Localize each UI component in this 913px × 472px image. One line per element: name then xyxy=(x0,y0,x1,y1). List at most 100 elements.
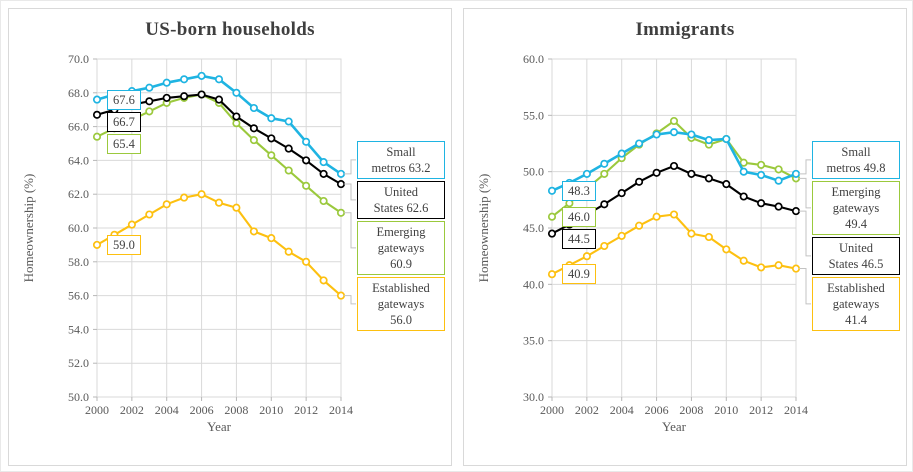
data-point-marker xyxy=(669,116,679,126)
data-point-marker xyxy=(302,156,311,165)
data-point-marker xyxy=(92,132,102,141)
data-point-marker xyxy=(739,192,748,201)
data-point-marker xyxy=(652,168,661,177)
x-tick-label: 2010 xyxy=(259,403,283,417)
gridlines xyxy=(551,58,797,398)
data-point-marker xyxy=(635,177,644,186)
data-point-marker xyxy=(774,261,783,270)
x-tick-label: 2012 xyxy=(294,403,318,417)
x-tick-label: 2002 xyxy=(575,403,599,417)
data-point-marker xyxy=(214,75,224,84)
plot-area-immigrants: 30.0 35.0 40.0 45.0 50.0 55.0 60.0 2000 2002 2004… xyxy=(523,52,811,417)
data-point-marker xyxy=(302,137,311,146)
data-point-marker xyxy=(774,176,783,185)
data-point-marker xyxy=(267,234,276,243)
data-point-marker xyxy=(302,181,311,190)
data-point-marker xyxy=(162,78,171,87)
data-point-marker xyxy=(284,166,293,175)
data-point-marker xyxy=(669,128,679,137)
data-point-marker xyxy=(547,270,557,279)
y-tick-label: 64.0 xyxy=(68,153,89,167)
tick-marks xyxy=(93,58,342,401)
data-point-marker xyxy=(774,202,783,211)
x-tick-label: 2000 xyxy=(540,403,564,417)
data-point-marker xyxy=(214,95,224,104)
data-point-marker xyxy=(652,212,661,221)
data-point-marker xyxy=(127,220,136,229)
data-point-marker xyxy=(232,203,241,212)
data-point-marker xyxy=(722,180,731,189)
chart-panel-us-born-households: US-born households Homeownership (%) 50.… xyxy=(8,8,452,466)
start-value-box-united-states: 66.7 xyxy=(107,111,141,132)
end-label-box-established-gateways: Established gateways 56.0 xyxy=(357,276,445,331)
data-point-marker xyxy=(92,240,102,249)
end-label-box-united-states: United States 46.5 xyxy=(812,236,900,275)
x-tick-label: 2008 xyxy=(224,403,248,417)
data-point-marker xyxy=(669,210,679,219)
x-tick-label: 2008 xyxy=(679,403,703,417)
data-point-marker xyxy=(652,130,661,139)
data-point-marker xyxy=(249,103,258,113)
data-point-marker xyxy=(319,169,328,178)
data-point-marker xyxy=(145,83,154,92)
data-point-marker xyxy=(739,167,748,176)
x-axis-label: Year xyxy=(662,419,686,434)
end-label-box-united-states: United States 62.6 xyxy=(357,180,445,219)
tick-labels: 50.0 52.0 54.0 56.0 58.0 60.0 62.0 64.0 66.0 68.0… xyxy=(68,52,353,417)
y-tick-label: 56.0 xyxy=(68,289,89,303)
data-point-marker xyxy=(180,92,189,101)
data-point-marker xyxy=(267,114,276,123)
x-tick-label: 2006 xyxy=(645,403,669,417)
data-point-marker xyxy=(757,160,766,169)
y-tick-label: 30.0 xyxy=(523,390,544,404)
data-point-marker xyxy=(180,193,189,202)
data-point-marker xyxy=(687,130,696,139)
end-label-box-small-metros: Small metros 63.2 xyxy=(357,140,445,179)
start-value-box-established-gateways: 59.0 xyxy=(107,234,141,256)
start-value-box-emerging-gateways: 46.0 xyxy=(562,206,596,227)
data-point-marker xyxy=(617,189,626,198)
data-point-marker xyxy=(600,169,609,178)
data-point-marker xyxy=(232,88,241,97)
y-tick-label: 60.0 xyxy=(523,52,544,66)
data-point-marker xyxy=(284,144,293,153)
data-point-marker xyxy=(617,231,626,240)
data-point-marker xyxy=(757,263,766,272)
data-point-marker xyxy=(249,124,258,133)
start-value-box-united-states: 44.5 xyxy=(562,228,596,249)
y-tick-label: 45.0 xyxy=(523,221,544,235)
data-point-marker xyxy=(547,186,557,195)
data-point-marker xyxy=(267,134,276,143)
end-label-box-emerging-gateways: Emerging gateways 49.4 xyxy=(812,180,900,235)
data-point-marker xyxy=(145,210,154,219)
x-tick-label: 2014 xyxy=(784,403,808,417)
y-tick-label: 40.0 xyxy=(523,277,544,291)
data-point-marker xyxy=(757,170,766,180)
chart-title: Immigrants xyxy=(635,19,735,40)
data-point-marker xyxy=(687,229,696,238)
y-tick-label: 50.0 xyxy=(523,165,544,179)
end-label-box-established-gateways: Established gateways 41.4 xyxy=(812,276,900,331)
data-point-marker xyxy=(635,221,644,230)
data-point-marker xyxy=(197,190,206,199)
tick-labels: 30.0 35.0 40.0 45.0 50.0 55.0 60.0 2000 2002 2004… xyxy=(523,52,808,417)
data-point-marker xyxy=(774,165,783,174)
series-labels-layer: 67.6 66.7 65.4 59.0 Small metros 63.2 United … xyxy=(9,9,451,465)
start-value-box-emerging-gateways: 65.4 xyxy=(107,133,141,154)
y-tick-label: 50.0 xyxy=(68,390,89,404)
data-point-marker xyxy=(600,241,609,251)
data-point-marker xyxy=(669,161,679,171)
y-tick-label: 62.0 xyxy=(68,187,89,201)
y-tick-label: 54.0 xyxy=(68,322,89,336)
x-tick-label: 2004 xyxy=(155,403,179,417)
x-tick-label: 2006 xyxy=(190,403,214,417)
start-value-box-small-metros: 48.3 xyxy=(562,180,596,202)
data-point-marker xyxy=(267,151,276,160)
data-point-marker xyxy=(302,257,311,266)
y-tick-label: 52.0 xyxy=(68,356,89,370)
x-tick-label: 2012 xyxy=(749,403,773,417)
data-point-marker xyxy=(600,159,609,168)
series-labels-layer: 48.3 46.0 44.5 40.9 Small metros 49.8 Emergin… xyxy=(464,9,906,465)
x-axis-label: Year xyxy=(207,419,231,434)
data-point-marker xyxy=(739,256,748,265)
